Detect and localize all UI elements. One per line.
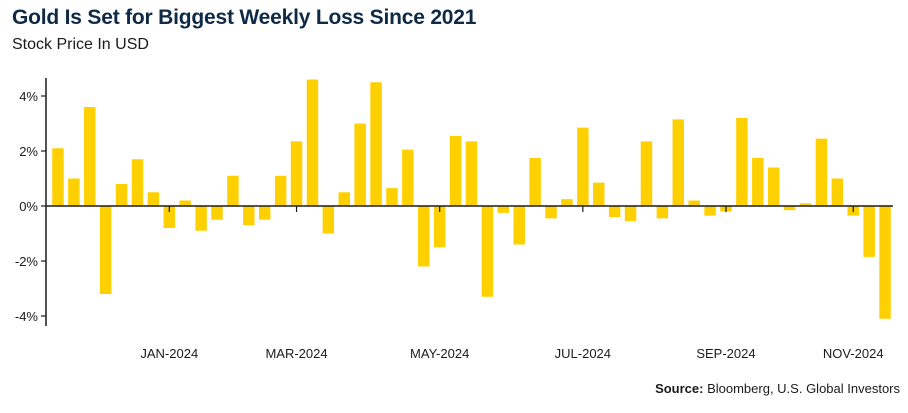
x-tick-label: MAR-2024: [265, 346, 327, 361]
bar: [815, 138, 828, 207]
bars-group: [52, 79, 891, 319]
bar: [593, 182, 605, 207]
bar: [672, 119, 684, 207]
bar: [465, 141, 478, 207]
bar: [863, 206, 875, 257]
x-tick-label: MAY-2024: [410, 346, 469, 361]
bar: [433, 206, 446, 248]
bar: [577, 127, 589, 207]
bar: [338, 192, 350, 206]
bar: [688, 200, 700, 206]
bar: [99, 206, 112, 294]
bar: [402, 149, 414, 206]
x-tick-label: NOV-2024: [823, 346, 884, 361]
bar: [227, 175, 239, 206]
bar: [115, 184, 128, 206]
bar: [513, 206, 525, 245]
y-tick-label: -2%: [15, 254, 39, 269]
x-tick-label: JUL-2024: [555, 346, 611, 361]
bar: [640, 141, 653, 207]
source-label: Source:: [655, 381, 704, 396]
bar: [879, 206, 891, 319]
bar: [449, 135, 462, 207]
bar: [147, 192, 160, 206]
bar: [131, 159, 144, 206]
bar: [354, 123, 366, 206]
source-note: Source: Bloomberg, U.S. Global Investors: [655, 381, 900, 396]
x-tick-label: JAN-2024: [140, 346, 198, 361]
bar: [84, 107, 96, 206]
bar: [799, 203, 812, 206]
bar: [211, 206, 223, 220]
bar: [243, 206, 255, 226]
bar: [306, 79, 319, 206]
y-axis: 4% 2% 0% -2% -4%: [15, 78, 47, 326]
y-tick-label: 4%: [19, 89, 38, 104]
y-tick-label: 2%: [19, 144, 38, 159]
bar: [497, 206, 510, 213]
bar: [656, 206, 669, 219]
bar: [259, 206, 271, 220]
bar: [418, 206, 430, 267]
bar: [481, 206, 494, 297]
bar: [831, 178, 844, 206]
source-text: Bloomberg, U.S. Global Investors: [703, 381, 900, 396]
bar: [608, 206, 621, 217]
bar: [52, 148, 64, 206]
bar: [736, 118, 748, 206]
x-axis: JAN-2024 MAR-2024 MAY-2024 JUL-2024 SEP-2024…: [46, 205, 893, 361]
y-tick-label: 0%: [19, 199, 38, 214]
bar: [290, 141, 303, 207]
bar: [783, 206, 796, 211]
chart-title: Gold Is Set for Biggest Weekly Loss Sinc…: [12, 6, 477, 29]
bar: [322, 206, 335, 234]
bar: [529, 157, 541, 207]
bar: [195, 206, 207, 231]
y-tick-label: -4%: [15, 309, 39, 324]
bar: [274, 175, 287, 206]
bar: [752, 157, 764, 207]
x-tick-label: SEP-2024: [696, 346, 755, 361]
bar: [704, 206, 716, 216]
bar: [386, 188, 398, 207]
bar: [561, 199, 573, 207]
bar: [163, 206, 176, 228]
bar: [624, 206, 637, 222]
bar: [370, 82, 382, 206]
bar: [68, 178, 80, 206]
bar: [545, 206, 557, 219]
bar: [767, 167, 780, 206]
bar: [179, 200, 191, 206]
chart-subtitle: Stock Price In USD: [12, 36, 149, 53]
